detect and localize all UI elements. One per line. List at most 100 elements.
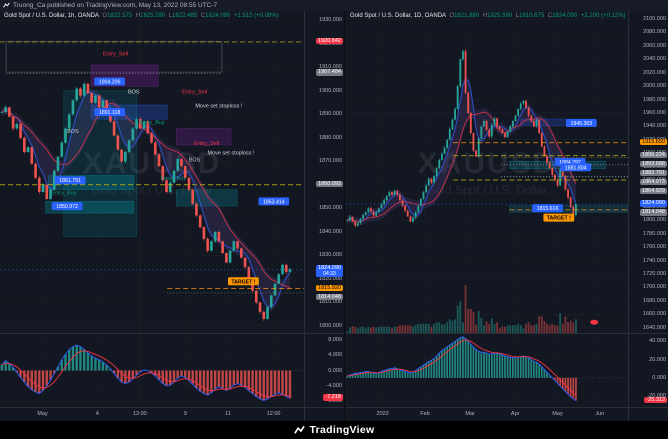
- macd-axis[interactable]: 40.000 20.000 0.000 -20.000-25.313: [629, 333, 668, 407]
- tag-text: 1884.297: [559, 160, 581, 166]
- price-tag: [532, 204, 563, 213]
- price-tick: 1680.000: [643, 297, 666, 304]
- ohlc-close-label: C: [547, 13, 553, 19]
- tradingview-logo-icon[interactable]: [3, 2, 10, 9]
- chart-label: Entry_Buy: [139, 120, 165, 126]
- time-tick: Mar: [465, 411, 475, 417]
- chart-column: XAUUSD Gold Spot / U.S. Dollar Entry_Sel…: [0, 11, 304, 421]
- chart-panel-1h: XAUUSD Gold Spot / U.S. Dollar Entry_Sel…: [0, 11, 345, 421]
- price-tick: 1830.000: [319, 252, 342, 259]
- price-tick: 1820.000: [319, 275, 342, 282]
- tag-text: 1815.616: [537, 206, 559, 212]
- price-tag: [565, 119, 597, 128]
- symbol-title[interactable]: Gold Spot / U.S. Dollar, 1h, OANDA: [4, 13, 99, 19]
- tag-text: TARGET !: [547, 216, 571, 222]
- macd-chart[interactable]: [0, 334, 304, 407]
- price-tick: 1800.000: [643, 217, 666, 224]
- macd-histogram: [0, 345, 292, 401]
- price-tick: 1850.000: [319, 205, 342, 212]
- chart-label: BOS: [128, 89, 140, 95]
- macd-tick: -20.000: [647, 393, 666, 399]
- price-scale-badge: 1824.090 04:33: [316, 265, 343, 278]
- target-badge: [228, 277, 259, 286]
- price-tag: [94, 108, 126, 117]
- ohlc-open-label: O: [449, 13, 455, 19]
- time-tick: 12:00: [132, 411, 147, 417]
- countdown: 04:33: [323, 270, 336, 277]
- ohlc-high-value: 1825.590: [487, 13, 513, 19]
- price-tick: 1810.000: [319, 299, 342, 306]
- attribution-bar: Truong_Ca published on TradingView.com, …: [0, 0, 668, 11]
- price-tick: 1870.000: [319, 158, 342, 165]
- axis-corner: [629, 407, 668, 421]
- ohlc-close-label: C: [200, 13, 206, 19]
- price-scale-badge: 1814.048: [316, 293, 343, 301]
- symbol-header: Gold Spot / U.S. Dollar, 1h, OANDA O1822…: [4, 13, 279, 19]
- tradingview-logo-icon[interactable]: [293, 425, 305, 436]
- ohlc-low-label: L: [168, 13, 173, 19]
- axis-column: 1930.0001920.0001910.0001900.0001890.000…: [304, 11, 344, 421]
- price-chart[interactable]: Entry_Sell 1904.206 BOS Entry_Sell 1891.118 E…: [0, 11, 304, 333]
- level-lines: [453, 142, 628, 212]
- footer-brand-bar: TradingView: [0, 421, 668, 439]
- price-pane[interactable]: XAUUSD Gold Spot / U.S. Dollar 1945.363 1…: [346, 11, 628, 333]
- price-scale-badge: 1864.973: [640, 178, 667, 186]
- price-tick: 1960.000: [643, 109, 666, 116]
- macd-value-badge: -25.313: [644, 396, 667, 404]
- time-tick: 9: [183, 411, 187, 417]
- slow-ma-line: [1, 102, 291, 288]
- macd-pane[interactable]: [0, 333, 304, 407]
- macd-pane[interactable]: [346, 333, 628, 407]
- charts-region: XAUUSD Gold Spot / U.S. Dollar Entry_Sel…: [0, 11, 668, 421]
- ohlc-high-value: 1825.590: [140, 13, 166, 19]
- price-axis[interactable]: 2100.000 2080.000 2060.000 2040.000 2020.000…: [629, 11, 668, 333]
- ohlc-low-value: 1810.675: [519, 13, 545, 19]
- macd-tick: 20.000: [649, 356, 666, 363]
- price-axis[interactable]: 1930.0001920.0001910.0001900.0001890.000…: [305, 11, 344, 333]
- price-tick: 1930.000: [319, 17, 342, 24]
- red-marker-dot: [590, 319, 599, 325]
- price-tick: 1910.000: [319, 64, 342, 71]
- time-tick: 4: [95, 411, 99, 417]
- candles-layer: [0, 82, 292, 321]
- chart-column: XAUUSD Gold Spot / U.S. Dollar 1945.363 1…: [346, 11, 628, 421]
- macd-axis[interactable]: 8.000 4.000 0.000 -4.000 -8.000 -7.218: [305, 333, 344, 407]
- price-tick: 1900.000: [319, 87, 342, 94]
- ohlc-open-label: O: [102, 13, 108, 19]
- tradingview-wordmark[interactable]: TradingView: [309, 424, 375, 436]
- tag-text: 1861.791: [59, 178, 81, 184]
- ohlc-high-label: H: [135, 13, 141, 19]
- price-tick: 1640.000: [643, 324, 666, 331]
- price-tag: [258, 197, 290, 206]
- chart-label: BOS: [189, 157, 201, 163]
- attribution-text: Truong_Ca published on TradingView.com, …: [13, 2, 218, 9]
- price-tick: 1760.000: [643, 244, 666, 251]
- macd-chart[interactable]: [346, 334, 628, 407]
- price-scale-badge: 1815.920: [316, 284, 343, 292]
- time-tick: 2022: [376, 411, 389, 417]
- price-tick: 2020.000: [643, 69, 666, 76]
- change-value: +2.200 (+0.12%): [580, 13, 626, 19]
- chart-label: Entry_Sell: [103, 52, 128, 58]
- price-pane[interactable]: XAUUSD Gold Spot / U.S. Dollar Entry_Sel…: [0, 11, 304, 333]
- time-axis[interactable]: 2022 Feb Mar Apr May Jun: [346, 407, 628, 421]
- macd-tick: 0.000: [652, 374, 666, 381]
- price-scale-badge: 1915.650: [640, 138, 667, 146]
- symbol-title[interactable]: Gold Spot / U.S. Dollar, 1D, OANDA: [350, 13, 446, 19]
- price-tick: 2040.000: [643, 56, 666, 63]
- ohlc-open-value: 1822.575: [107, 13, 133, 19]
- price-tick: 1880.000: [319, 134, 342, 141]
- tag-text: 1904.206: [99, 80, 121, 86]
- price-tag: [560, 163, 592, 172]
- time-axis[interactable]: May 4 12:00 9 11 12:00: [0, 407, 304, 421]
- price-scale-badge: 1860.093: [316, 180, 343, 188]
- price-tag: [94, 77, 126, 86]
- price-scale-badge: 1893.688: [640, 160, 667, 168]
- ichimoku-cloud: [1, 88, 290, 312]
- signal-line: [1, 350, 291, 398]
- price-tick: 1740.000: [643, 257, 666, 264]
- macd-line: [1, 344, 291, 401]
